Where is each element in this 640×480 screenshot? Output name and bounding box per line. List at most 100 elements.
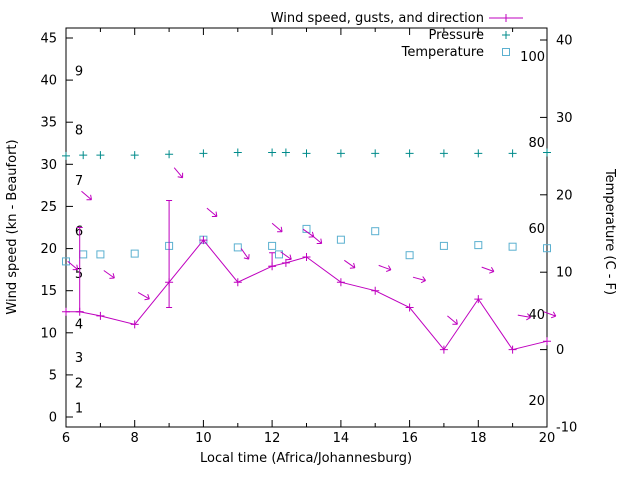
wind-direction-arrow [481,266,495,274]
plot-border [65,27,548,428]
y-axis-left-label: Wind speed (kn - Beaufort) [5,139,20,314]
temperature-marker [405,251,414,260]
temperature-marker [302,224,311,233]
wind-direction-arrow [81,190,92,201]
wind-speed-marker [302,253,311,261]
temperature-marker [268,241,277,250]
pressure-marker [371,149,380,158]
wind-gust-bar [269,252,276,267]
temperature-marker [233,243,242,252]
legend-label-pressure: Pressure [428,28,484,43]
x-tick-label: 20 [539,431,556,446]
beaufort-scale-label: 6 [75,225,83,240]
wind-speed-marker [199,236,208,245]
right-tick-label: 40 [556,34,573,49]
x-tick-label: 16 [401,431,418,446]
x-tick-label: 10 [195,431,212,446]
wind-speed-marker [281,258,290,267]
wind-direction-arrow [173,167,184,179]
wind-speed-marker [439,345,448,354]
wind-direction-arrow [271,222,283,233]
temperature-marker [275,250,283,259]
temperature-marker [96,250,105,259]
right-tick-label: 0 [556,343,564,358]
left-tick-label: 10 [40,326,57,341]
beaufort-scale-label: 7 [75,174,83,189]
pressure-marker [62,151,70,160]
wind-speed-marker [371,286,380,295]
pressure-marker [508,149,517,158]
left-tick-label: 0 [49,411,57,426]
wind-speed-marker [233,278,242,287]
legend-sample-temperature-marker [502,48,510,56]
wind-speed-marker [96,311,105,320]
wind-direction-arrow [517,313,531,321]
temperature-marker [130,249,139,258]
legend-label-wind: Wind speed, gusts, and direction [271,11,484,26]
temperature-marker [508,242,517,251]
pressure-marker [474,149,483,158]
beaufort-scale-label: 5 [75,267,83,282]
pressure-marker [130,151,139,160]
left-tick-label: 5 [49,368,57,383]
temperature-marker [474,241,483,250]
wind-speed-marker [336,278,345,287]
left-tick-label: 15 [40,284,57,299]
beaufort-scale-label: 1 [75,402,83,417]
wind-speed-marker [508,345,517,354]
wind-direction-arrow [280,251,292,261]
fahrenheit-scale-label: 100 [520,50,545,65]
wind-direction-arrow [206,207,218,217]
temperature-marker [62,257,70,266]
right-tick-label: -10 [556,421,577,436]
legend: Wind speed, gusts, and direction Pressur… [271,11,523,60]
pressure-marker [405,149,414,158]
temperature-marker [79,250,88,259]
wind-gust-bar [76,227,83,313]
pressure-marker [268,148,277,157]
pressure-marker [199,149,208,158]
pressure-marker [302,149,311,158]
wind-direction-arrow [137,291,150,301]
beaufort-scale-label: 8 [75,124,83,139]
pressure-marker [79,151,88,160]
x-tick-label: 6 [62,431,70,446]
right-tick-label: 10 [556,266,573,281]
pressure-series [62,148,551,160]
x-tick-label: 8 [131,431,139,446]
left-tick-label: 45 [40,32,57,47]
wind-direction-arrow [543,311,557,319]
x-tick-label: 18 [470,431,487,446]
temperature-marker [543,244,551,253]
wind-direction-arrow [103,270,115,279]
x-tick-label: 14 [333,431,350,446]
wind-speed-marker [130,320,139,329]
temperature-marker [439,241,448,250]
left-tick-label: 35 [40,116,57,131]
pressure-marker [281,148,290,157]
wind-speed-marker [543,337,551,346]
pressure-marker [439,149,448,158]
wind-direction-arrow [344,259,356,269]
wind-direction-arrow [412,276,427,284]
wind-direction-arrow [240,248,250,260]
fahrenheit-scale-label: 20 [528,394,545,409]
wind-direction-arrow [378,264,392,272]
pressure-marker [165,150,174,159]
right-tick-label: 30 [556,111,573,126]
pressure-marker [233,148,242,157]
wind-gust-bar [166,200,173,308]
pressure-marker [336,149,345,158]
x-axis-label: Local time (Africa/Johannesburg) [200,451,412,466]
wind-speed-marker [405,303,414,312]
legend-sample-pressure-marker [502,31,510,39]
x-tick-label: 12 [264,431,281,446]
left-tick-label: 40 [40,74,57,89]
beaufort-scale-label: 9 [75,65,83,80]
temperature-marker [371,227,380,236]
wind-speed-marker [474,295,483,304]
legend-sample-wind-marker [502,14,510,22]
beaufort-scale-label: 2 [75,376,83,391]
